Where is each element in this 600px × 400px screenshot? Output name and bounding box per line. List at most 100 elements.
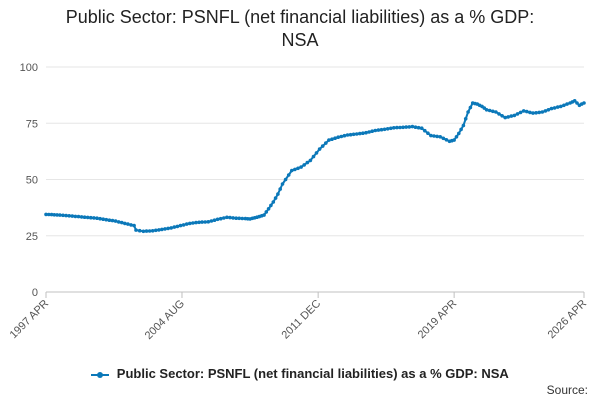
data-point[interactable] — [582, 101, 586, 105]
data-point[interactable] — [452, 138, 456, 142]
data-point[interactable] — [327, 138, 331, 142]
data-point[interactable] — [525, 109, 529, 114]
data-point[interactable] — [459, 127, 463, 132]
data-point[interactable] — [79, 215, 84, 219]
data-point[interactable] — [419, 126, 424, 130]
data-point[interactable] — [385, 127, 390, 131]
data-point[interactable] — [311, 154, 316, 159]
data-point[interactable] — [299, 165, 303, 169]
data-point[interactable] — [166, 226, 170, 231]
data-point[interactable] — [203, 220, 207, 224]
data-point[interactable] — [141, 229, 146, 234]
data-point[interactable] — [92, 216, 96, 220]
data-point[interactable] — [426, 131, 430, 135]
data-point[interactable] — [178, 223, 183, 228]
data-point[interactable] — [416, 125, 421, 130]
data-point[interactable] — [546, 108, 551, 112]
data-point[interactable] — [457, 131, 461, 136]
data-point[interactable] — [407, 125, 412, 129]
data-point[interactable] — [73, 214, 78, 219]
data-point[interactable] — [123, 221, 127, 226]
data-point[interactable] — [132, 223, 136, 228]
data-point[interactable] — [212, 218, 217, 222]
data-point[interactable] — [373, 128, 378, 133]
data-point[interactable] — [147, 229, 152, 233]
data-point[interactable] — [549, 106, 554, 111]
data-point[interactable] — [271, 200, 276, 204]
data-point[interactable] — [305, 160, 310, 165]
data-point[interactable] — [358, 131, 362, 136]
data-point[interactable] — [234, 216, 238, 220]
data-point[interactable] — [264, 210, 269, 214]
data-point[interactable] — [413, 125, 418, 129]
data-point[interactable] — [231, 216, 235, 220]
data-point[interactable] — [423, 128, 427, 133]
data-point[interactable] — [276, 192, 280, 196]
data-point[interactable] — [361, 131, 365, 135]
data-point[interactable] — [521, 109, 526, 113]
data-point[interactable] — [572, 99, 577, 103]
data-point[interactable] — [389, 126, 393, 131]
data-point[interactable] — [222, 216, 226, 220]
data-point[interactable] — [320, 144, 325, 148]
data-point[interactable] — [537, 110, 541, 115]
data-point[interactable] — [509, 114, 514, 118]
data-point[interactable] — [237, 216, 241, 221]
data-point[interactable] — [206, 220, 211, 224]
data-point[interactable] — [61, 213, 65, 218]
data-point[interactable] — [110, 218, 115, 223]
data-point[interactable] — [518, 110, 523, 115]
data-point[interactable] — [497, 112, 501, 116]
data-point[interactable] — [101, 217, 105, 221]
data-point[interactable] — [215, 217, 220, 222]
data-point[interactable] — [266, 207, 271, 211]
data-point[interactable] — [565, 102, 569, 106]
data-point[interactable] — [552, 106, 557, 110]
data-point[interactable] — [278, 187, 283, 191]
data-point[interactable] — [367, 130, 371, 134]
data-point[interactable] — [534, 111, 538, 115]
data-point[interactable] — [398, 125, 402, 130]
data-point[interactable] — [47, 212, 51, 217]
data-point[interactable] — [540, 110, 545, 114]
data-point[interactable] — [64, 213, 68, 218]
data-point[interactable] — [175, 224, 180, 229]
data-point[interactable] — [336, 135, 341, 139]
data-point[interactable] — [487, 108, 492, 113]
data-point[interactable] — [463, 117, 468, 121]
data-point[interactable] — [49, 212, 54, 217]
data-point[interactable] — [491, 109, 495, 114]
data-point[interactable] — [89, 215, 93, 220]
data-point[interactable] — [169, 226, 173, 230]
data-point[interactable] — [512, 113, 517, 118]
data-point[interactable] — [401, 125, 405, 130]
data-point[interactable] — [404, 125, 409, 129]
data-point[interactable] — [85, 215, 90, 220]
data-point[interactable] — [218, 216, 223, 221]
data-point[interactable] — [120, 220, 124, 225]
data-point[interactable] — [468, 105, 473, 110]
data-point[interactable] — [293, 167, 297, 172]
data-point[interactable] — [126, 222, 130, 226]
data-point[interactable] — [461, 123, 466, 128]
data-point[interactable] — [58, 213, 62, 217]
data-point[interactable] — [240, 216, 245, 221]
data-point[interactable] — [194, 220, 198, 225]
data-point[interactable] — [70, 214, 75, 218]
data-point[interactable] — [228, 215, 232, 220]
data-point[interactable] — [225, 215, 229, 220]
data-point[interactable] — [314, 151, 319, 155]
data-point[interactable] — [575, 101, 579, 105]
data-point[interactable] — [191, 221, 195, 225]
data-point[interactable] — [351, 132, 356, 137]
data-point[interactable] — [342, 133, 347, 138]
data-point[interactable] — [273, 196, 278, 200]
data-point[interactable] — [95, 216, 99, 220]
data-point[interactable] — [454, 135, 459, 139]
data-point[interactable] — [52, 213, 57, 217]
data-point[interactable] — [163, 227, 167, 231]
data-point[interactable] — [76, 214, 81, 219]
data-point[interactable] — [354, 132, 359, 136]
data-point[interactable] — [441, 136, 446, 141]
data-point[interactable] — [435, 134, 439, 139]
